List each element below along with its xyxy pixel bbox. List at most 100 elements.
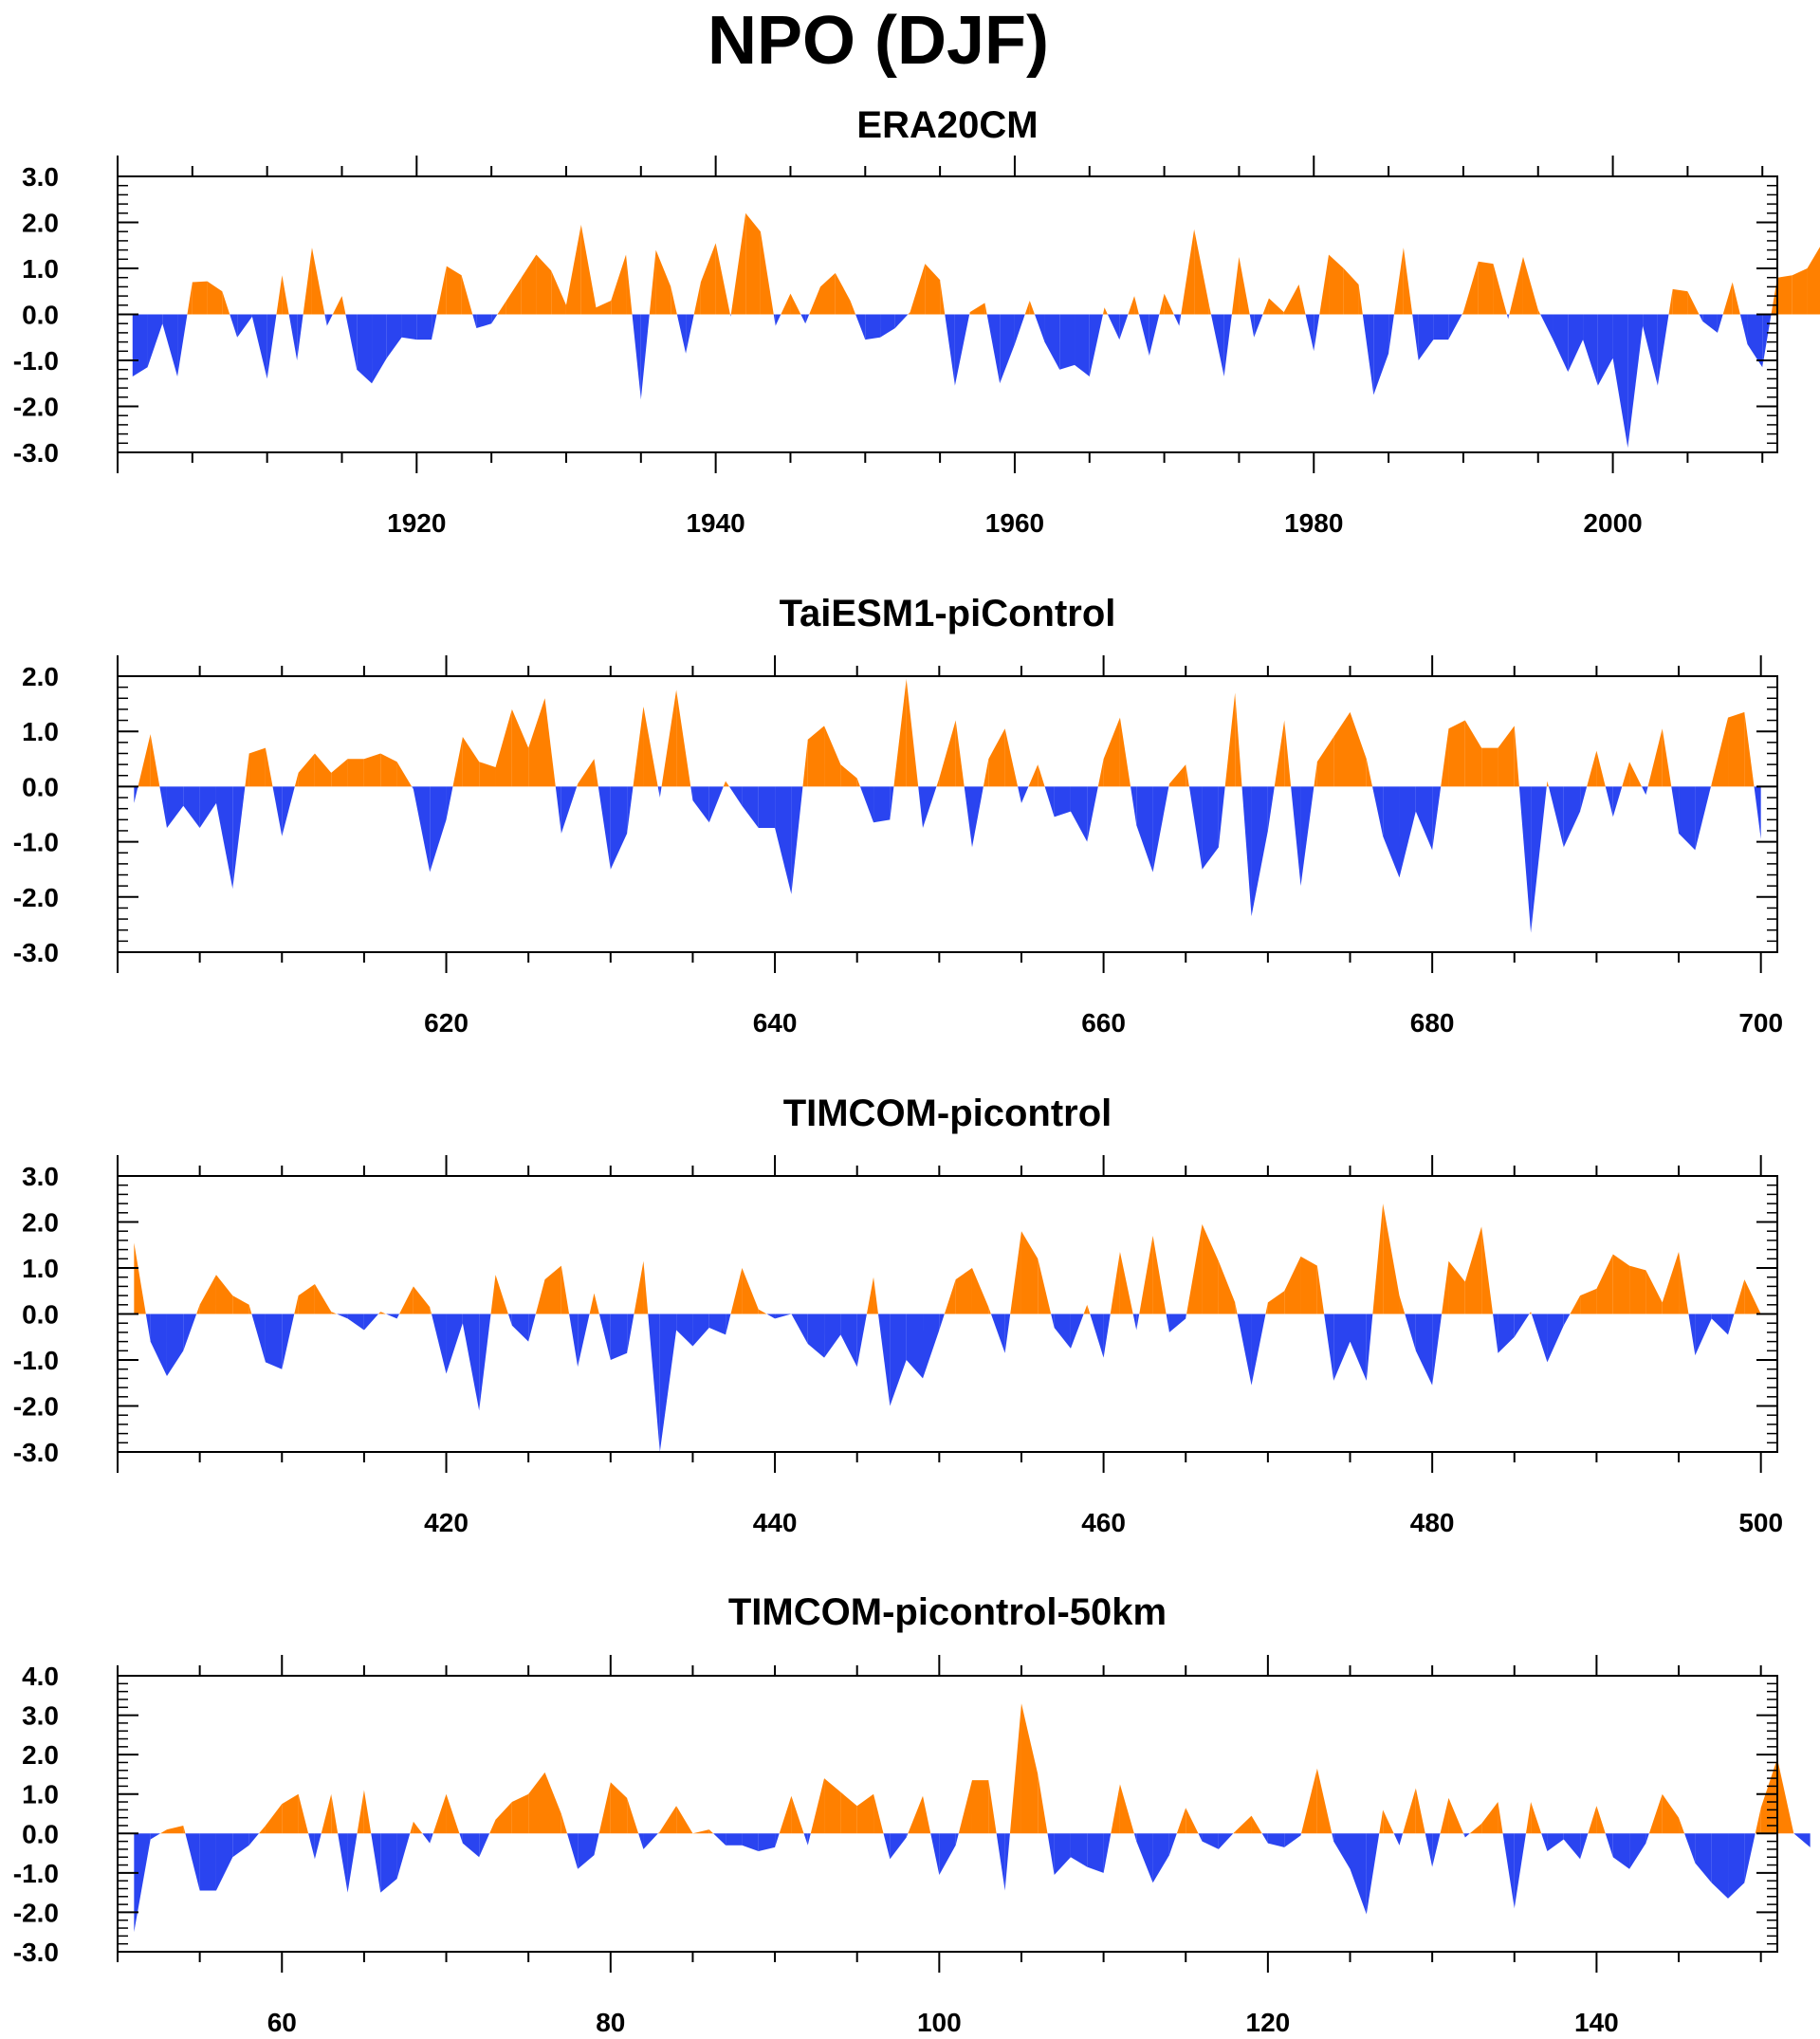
negative-area-segment <box>840 1313 857 1368</box>
negative-area-segment <box>643 1833 658 1849</box>
positive-area-segment <box>446 266 462 315</box>
positive-area-segment <box>1208 304 1211 315</box>
negative-area-segment <box>1107 314 1120 340</box>
negative-area-segment <box>386 1313 397 1319</box>
positive-area-segment <box>134 1242 146 1314</box>
negative-area-segment <box>308 1833 315 1860</box>
positive-area-segment <box>138 734 151 787</box>
y-tick-label: -3.0 <box>13 938 59 967</box>
positive-area-segment <box>196 1304 200 1314</box>
positive-area-segment <box>413 1821 423 1834</box>
positive-area-segment <box>589 1293 595 1314</box>
positive-area-segment <box>321 1793 332 1834</box>
positive-area-segment <box>565 224 581 315</box>
negative-area-segment <box>430 786 447 873</box>
negative-area-segment <box>1612 1833 1630 1869</box>
positive-area-segment <box>1262 298 1269 315</box>
positive-area-segment <box>363 753 381 787</box>
negative-area-segment <box>1671 786 1680 834</box>
positive-area-segment <box>1284 1256 1301 1314</box>
positive-area-segment <box>1679 1817 1685 1834</box>
negative-area-segment <box>1580 786 1588 812</box>
y-tick-label: -3.0 <box>13 1938 59 1967</box>
negative-area-segment <box>1563 1833 1581 1860</box>
positive-area-segment <box>1672 288 1688 315</box>
negative-area-segment <box>386 314 402 358</box>
positive-area-segment <box>661 689 677 787</box>
positive-area-segment <box>1462 312 1463 315</box>
positive-area-segment <box>1403 1788 1416 1834</box>
positive-area-segment <box>1372 1203 1384 1314</box>
positive-area-segment <box>1358 284 1363 315</box>
positive-area-segment <box>1316 737 1334 787</box>
y-tick-label: 3.0 <box>22 1162 59 1191</box>
chart-panel: ERA20CM 3.0 2.0 1.0 0.0 -1.0 -2.0 -3.0 1920 1940 1… <box>13 104 1820 538</box>
y-tick-label: -3.0 <box>13 438 59 468</box>
positive-area-segment <box>528 698 545 787</box>
positive-area-segment <box>1498 1802 1503 1834</box>
positive-area-segment <box>1448 1260 1465 1314</box>
positive-area-segment <box>314 1283 332 1314</box>
positive-area-segment <box>1679 1252 1689 1314</box>
negative-area-segment <box>1251 786 1268 917</box>
positive-area-segment <box>294 772 299 787</box>
negative-area-segment <box>1324 1313 1334 1381</box>
positive-area-segment <box>1265 1302 1268 1314</box>
positive-area-segment <box>1570 1295 1581 1314</box>
positive-area-segment <box>971 1780 989 1834</box>
negative-area-segment <box>1251 1313 1266 1386</box>
negative-area-segment <box>676 1313 693 1347</box>
negative-area-segment <box>1119 314 1129 340</box>
negative-area-segment <box>1034 314 1045 342</box>
positive-area-segment <box>1110 1252 1120 1314</box>
positive-area-segment <box>1186 1808 1199 1834</box>
positive-area-segment <box>1792 268 1808 315</box>
positive-area-segment <box>1038 1258 1052 1314</box>
positive-area-segment <box>1097 759 1104 787</box>
negative-area-segment <box>742 1833 759 1851</box>
negative-area-segment <box>185 1833 200 1891</box>
negative-area-segment <box>232 1833 249 1858</box>
positive-area-segment <box>700 243 716 315</box>
negative-area-segment <box>1739 314 1748 345</box>
y-tick-label: -2.0 <box>13 883 59 912</box>
negative-area-segment <box>1531 1313 1548 1363</box>
negative-area-segment <box>1149 314 1160 357</box>
positive-area-segment <box>1531 1312 1532 1314</box>
positive-area-segment <box>1186 764 1189 787</box>
positive-area-segment <box>580 224 597 315</box>
positive-area-segment <box>298 753 315 787</box>
negative-area-segment <box>918 786 924 829</box>
negative-area-segment <box>1502 1833 1515 1909</box>
negative-area-segment <box>807 1313 825 1358</box>
x-tick-label: 500 <box>1738 1508 1783 1537</box>
positive-area-segment <box>432 1793 447 1834</box>
positive-area-segment <box>910 264 926 315</box>
positive-area-segment <box>1119 717 1131 787</box>
positive-area-segment <box>1268 298 1284 315</box>
negative-area-segment <box>1433 314 1449 340</box>
positive-area-segment <box>544 698 556 787</box>
positive-area-segment <box>303 248 312 315</box>
positive-area-segment <box>1612 1254 1630 1314</box>
negative-area-segment <box>162 314 178 377</box>
positive-area-segment <box>1224 692 1236 787</box>
positive-area-segment <box>506 277 522 315</box>
negative-area-segment <box>1695 1833 1712 1883</box>
negative-area-segment <box>1133 1833 1137 1842</box>
y-tick-label: -1.0 <box>13 346 59 376</box>
negative-area-segment <box>1350 1833 1367 1915</box>
x-tick-label: 440 <box>753 1508 798 1537</box>
positive-area-segment <box>1481 747 1498 787</box>
positive-area-segment <box>1194 229 1209 315</box>
x-tick-label: 420 <box>424 1508 469 1537</box>
negative-area-segment <box>1583 314 1598 386</box>
x-tick-label: 140 <box>1574 2008 1619 2037</box>
negative-area-segment <box>906 1833 909 1838</box>
y-tick-label: -2.0 <box>13 393 59 422</box>
negative-area-segment <box>1684 1833 1696 1864</box>
negative-area-segment <box>326 314 333 326</box>
negative-area-segment <box>1695 1313 1712 1356</box>
negative-area-segment <box>1547 1313 1564 1363</box>
negative-area-segment <box>1793 1833 1811 1847</box>
